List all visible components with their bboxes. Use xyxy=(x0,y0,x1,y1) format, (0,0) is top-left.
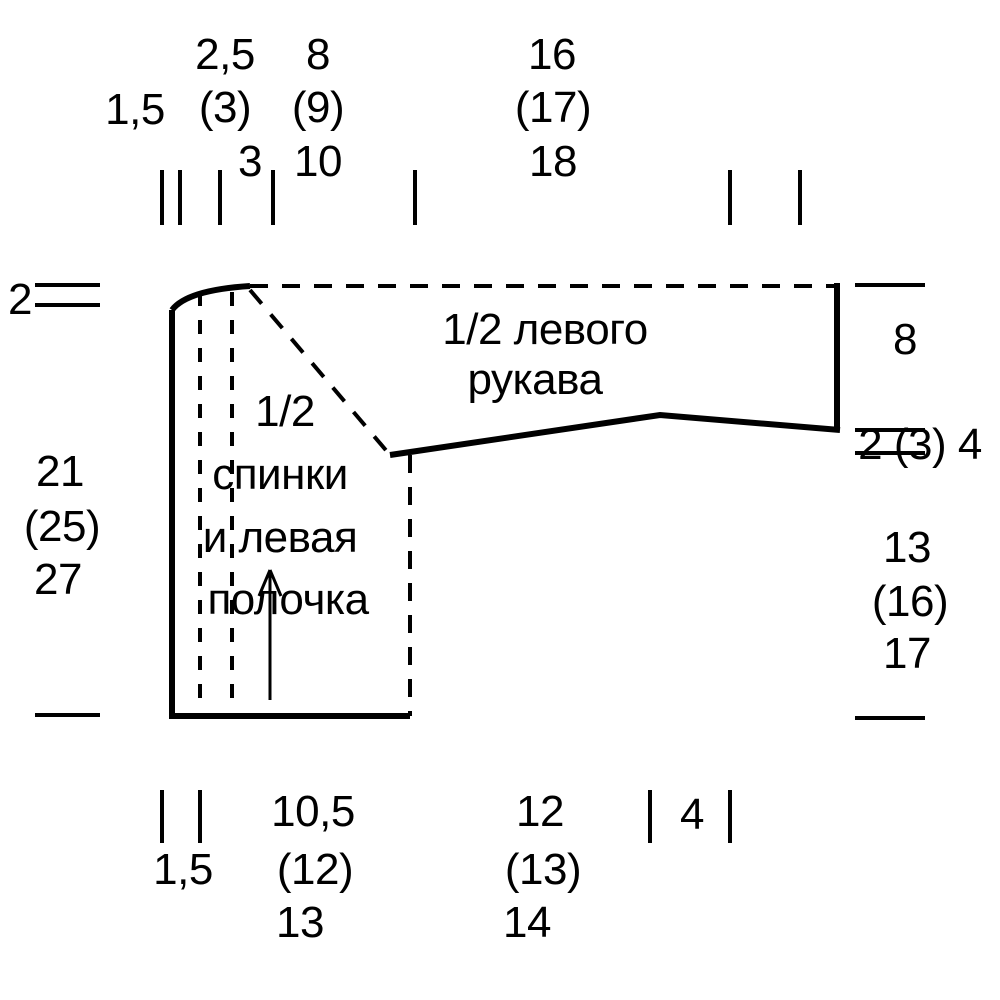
dim-text_sleeve_2: рукава xyxy=(467,358,602,402)
dim-right_17: 17 xyxy=(883,632,931,676)
dim-bot_15: 1,5 xyxy=(153,848,213,892)
dim-right_p16: (16) xyxy=(872,580,948,624)
dim-top_25: 2,5 xyxy=(195,33,255,77)
dim-left_2: 2 xyxy=(8,278,32,322)
dim-bot_4: 4 xyxy=(680,793,704,837)
dim-bot_105: 10,5 xyxy=(271,790,355,834)
dim-bot_p13: (13) xyxy=(505,848,581,892)
dim-top_18: 18 xyxy=(529,140,577,184)
dim-top_8: 8 xyxy=(306,33,330,77)
dim-left_27: 27 xyxy=(34,558,82,602)
dim-text_sleeve_1: 1/2 левого xyxy=(442,308,647,352)
dim-right_13: 13 xyxy=(883,526,931,570)
schematic-svg xyxy=(0,0,1000,1000)
dim-text_body_3: полочка xyxy=(207,578,368,622)
dimension-ticks xyxy=(35,170,925,843)
dim-text_body_1: спинки xyxy=(212,453,348,497)
dim-text_body_0: 1/2 xyxy=(255,390,315,434)
dim-right_8: 8 xyxy=(893,318,917,362)
dim-text_body_2: и левая xyxy=(203,516,358,560)
dim-top_16: 16 xyxy=(528,33,576,77)
pattern-schematic: 1,5 2,5 (3) 3 8 (9) 10 16 (17) 18 2 21 (25) 27 8 2 (3) … xyxy=(0,0,1000,1000)
dim-right_234: 2 (3) 4 xyxy=(858,423,982,467)
dim-top_p9: (9) xyxy=(292,86,344,130)
dim-bot_p12: (12) xyxy=(277,848,353,892)
dim-bot_14: 14 xyxy=(503,901,551,945)
dim-top_p3: (3) xyxy=(199,86,251,130)
dim-top_3: 3 xyxy=(238,140,262,184)
dim-left_p25: (25) xyxy=(24,505,100,549)
dim-bot_12: 12 xyxy=(516,790,564,834)
dim-top_15: 1,5 xyxy=(105,88,165,132)
dim-top_10: 10 xyxy=(294,140,342,184)
dim-top_p17: (17) xyxy=(515,86,591,130)
dim-bot_13: 13 xyxy=(276,901,324,945)
dim-left_21: 21 xyxy=(36,450,84,494)
